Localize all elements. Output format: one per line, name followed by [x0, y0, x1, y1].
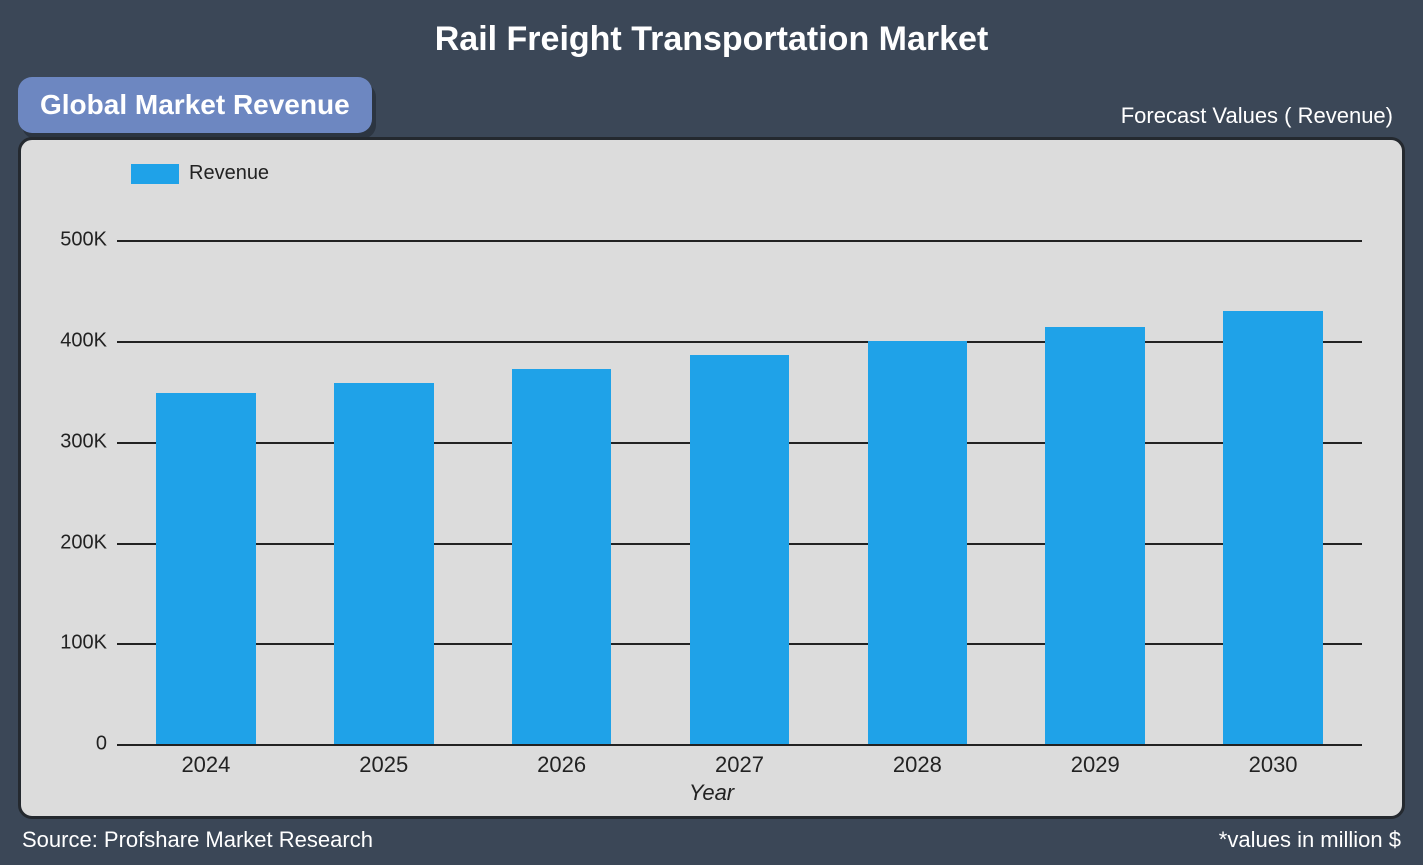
footer-units: *values in million $: [1219, 827, 1401, 853]
bar: [156, 393, 256, 744]
x-tick-label: 2027: [715, 752, 764, 778]
forecast-label: Forecast Values ( Revenue): [1121, 103, 1393, 129]
bar: [868, 341, 968, 744]
y-tick-label: 200K: [43, 531, 107, 554]
footer-source: Source: Profshare Market Research: [22, 827, 373, 853]
x-axis-label: Year: [689, 780, 734, 806]
revenue-badge: Global Market Revenue: [18, 77, 372, 133]
x-tick-label: 2030: [1249, 752, 1298, 778]
x-tick-label: 2024: [181, 752, 230, 778]
gridline: [117, 744, 1362, 746]
bar: [512, 369, 612, 744]
y-tick-label: 300K: [43, 430, 107, 453]
x-tick-label: 2029: [1071, 752, 1120, 778]
y-tick-label: 500K: [43, 229, 107, 252]
bar-slot: 2028: [828, 200, 1006, 744]
plot-area: 0100K200K300K400K500K 202420252026202720…: [117, 200, 1362, 744]
bar-slot: 2029: [1006, 200, 1184, 744]
chart-card: Rail Freight Transportation Market Globa…: [0, 0, 1423, 865]
x-tick-label: 2026: [537, 752, 586, 778]
bar: [1045, 327, 1145, 744]
bar-slot: 2030: [1184, 200, 1362, 744]
header-row: Global Market Revenue Forecast Values ( …: [18, 71, 1405, 137]
chart-frame: Revenue Revenue 0100K200K300K400K500K 20…: [18, 137, 1405, 819]
y-tick-label: 400K: [43, 330, 107, 353]
page-title: Rail Freight Transportation Market: [18, 14, 1405, 71]
legend-label: Revenue: [189, 162, 269, 185]
y-tick-label: 0: [43, 733, 107, 756]
bar-slot: 2027: [651, 200, 829, 744]
legend-swatch: [131, 164, 179, 184]
bar-slot: 2025: [295, 200, 473, 744]
bar-slot: 2024: [117, 200, 295, 744]
chart-legend: Revenue: [131, 162, 269, 185]
y-tick-label: 100K: [43, 632, 107, 655]
x-tick-label: 2025: [359, 752, 408, 778]
x-tick-label: 2028: [893, 752, 942, 778]
bar: [334, 383, 434, 744]
bar: [690, 355, 790, 744]
bars-container: 2024202520262027202820292030: [117, 200, 1362, 744]
bar-slot: 2026: [473, 200, 651, 744]
bar: [1223, 311, 1323, 744]
footer-row: Source: Profshare Market Research *value…: [18, 819, 1405, 853]
